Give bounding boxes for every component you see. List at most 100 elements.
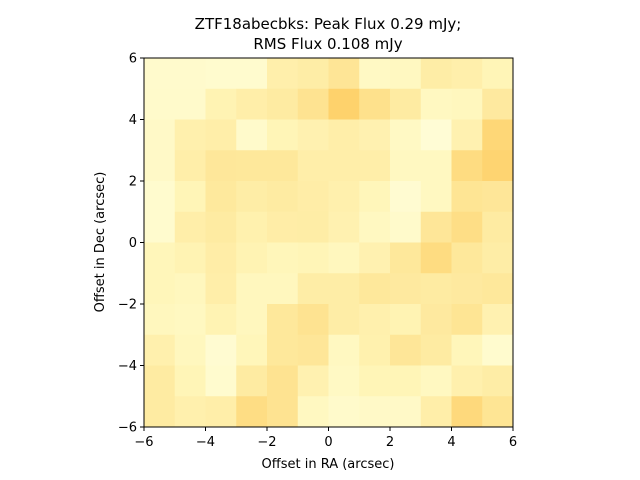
heatmap-cell (174, 150, 206, 182)
heatmap-cell (236, 273, 268, 305)
x-tick-label: −4 (196, 435, 215, 450)
heatmap-cell (205, 396, 237, 428)
heatmap-cells (144, 58, 514, 428)
heatmap-cell (451, 181, 483, 213)
heatmap-cell (390, 58, 422, 90)
heatmap-cell (359, 365, 391, 397)
x-tick-label: 6 (509, 435, 517, 450)
heatmap-cell (297, 58, 329, 90)
heatmap-cell (267, 273, 299, 305)
heatmap-cell (482, 88, 514, 120)
heatmap-cell (236, 396, 268, 428)
heatmap-cell (236, 242, 268, 274)
heatmap-cell (482, 150, 514, 182)
y-tick-label: −2 (118, 298, 137, 313)
heatmap-cell (205, 304, 237, 336)
heatmap-cell (390, 119, 422, 151)
heatmap-cell (328, 242, 360, 274)
chart-title-line-1: ZTF18abecbks: Peak Flux 0.29 mJy; (195, 15, 462, 33)
heatmap-cell (420, 334, 452, 366)
heatmap-cell (359, 119, 391, 151)
heatmap-cell (174, 88, 206, 120)
heatmap-cell (328, 396, 360, 428)
heatmap-cell (267, 334, 299, 366)
heatmap-cell (390, 242, 422, 274)
heatmap-cell (359, 150, 391, 182)
y-tick-label: 6 (129, 52, 137, 67)
heatmap-cell (482, 242, 514, 274)
heatmap-cell (236, 334, 268, 366)
heatmap-cell (482, 181, 514, 213)
heatmap-cell (174, 334, 206, 366)
heatmap-cell (205, 273, 237, 305)
heatmap-cell (328, 150, 360, 182)
heatmap-cell (297, 88, 329, 120)
heatmap-cell (144, 304, 176, 336)
heatmap-cell (328, 88, 360, 120)
heatmap-cell (328, 273, 360, 305)
heatmap-cell (420, 242, 452, 274)
heatmap-cell (359, 181, 391, 213)
heatmap-cell (236, 211, 268, 243)
heatmap-cell (482, 334, 514, 366)
heatmap-cell (174, 396, 206, 428)
heatmap-cell (205, 150, 237, 182)
heatmap-cell (297, 396, 329, 428)
heatmap-cell (420, 119, 452, 151)
heatmap-cell (328, 181, 360, 213)
heatmap-cell (144, 211, 176, 243)
heatmap-cell (236, 88, 268, 120)
heatmap-cell (267, 181, 299, 213)
heatmap-cell (144, 396, 176, 428)
heatmap-cell (236, 119, 268, 151)
heatmap-cell (205, 365, 237, 397)
heatmap-cell (205, 58, 237, 90)
heatmap-cell (420, 211, 452, 243)
heatmap-cell (267, 88, 299, 120)
heatmap-cell (328, 365, 360, 397)
heatmap-cell (359, 211, 391, 243)
heatmap-cell (144, 334, 176, 366)
y-tick-label: −6 (118, 421, 137, 436)
heatmap-cell (236, 150, 268, 182)
heatmap-cell (297, 119, 329, 151)
y-tick-label: 0 (129, 236, 137, 251)
heatmap-cell (420, 150, 452, 182)
heatmap-cell (390, 334, 422, 366)
heatmap-cell (205, 242, 237, 274)
heatmap-cell (174, 211, 206, 243)
heatmap-cell (236, 58, 268, 90)
heatmap-cell (420, 396, 452, 428)
heatmap-cell (205, 88, 237, 120)
heatmap-cell (174, 273, 206, 305)
heatmap-cell (390, 181, 422, 213)
x-tick-label: 0 (324, 435, 332, 450)
heatmap-cell (451, 396, 483, 428)
heatmap-cell (174, 242, 206, 274)
heatmap-cell (420, 58, 452, 90)
heatmap-cell (144, 150, 176, 182)
heatmap-cell (267, 119, 299, 151)
heatmap-cell (297, 242, 329, 274)
heatmap-cell (359, 242, 391, 274)
heatmap-cell (236, 365, 268, 397)
heatmap-cell (297, 181, 329, 213)
heatmap-cell (267, 242, 299, 274)
heatmap-cell (297, 365, 329, 397)
heatmap-cell (451, 365, 483, 397)
heatmap-cell (451, 58, 483, 90)
heatmap-cell (482, 273, 514, 305)
heatmap-cell (174, 58, 206, 90)
heatmap-cell (359, 334, 391, 366)
heatmap-cell (420, 181, 452, 213)
heatmap-cell (328, 211, 360, 243)
heatmap-cell (482, 119, 514, 151)
heatmap-cell (205, 181, 237, 213)
heatmap-cell (267, 58, 299, 90)
heatmap-cell (420, 365, 452, 397)
x-tick-label: −6 (134, 435, 153, 450)
heatmap-cell (328, 304, 360, 336)
heatmap-cell (482, 396, 514, 428)
heatmap-cell (267, 396, 299, 428)
